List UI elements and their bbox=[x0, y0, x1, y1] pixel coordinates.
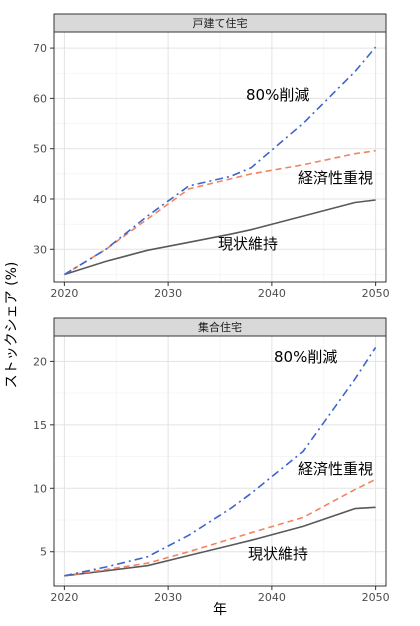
series-line bbox=[63, 46, 377, 276]
y-axis-title: ストックシェア (%) bbox=[4, 262, 20, 389]
y-tick-label: 5 bbox=[40, 546, 47, 559]
series-line bbox=[64, 506, 376, 577]
series-line bbox=[64, 199, 376, 276]
panel-border bbox=[53, 335, 387, 587]
series-label: 80%削減 bbox=[274, 348, 337, 366]
x-tick-label: 2040 bbox=[258, 287, 286, 300]
x-tick-label: 2030 bbox=[154, 287, 182, 300]
series-label: 経済性重視 bbox=[298, 169, 373, 187]
y-tick-label: 50 bbox=[33, 143, 47, 156]
x-axis-title: 年 bbox=[213, 602, 227, 618]
series-line bbox=[63, 149, 376, 276]
y-tick-label: 15 bbox=[33, 419, 47, 432]
facet-panel: 戸建て住宅 2020 2030 2040 2050 30 40 50 60 70 現状維持 経済性重視… bbox=[33, 13, 390, 300]
y-tick-label: 10 bbox=[33, 482, 47, 495]
x-tick-label: 2050 bbox=[362, 591, 390, 604]
facet-title: 戸建て住宅 bbox=[193, 16, 248, 30]
facet-panel: 集合住宅 2020 2030 2040 2050 5 10 15 20 現状維持 経済性重視 80%削… bbox=[33, 317, 390, 604]
x-tick-label: 2020 bbox=[50, 287, 78, 300]
series-line bbox=[64, 346, 377, 577]
series-label: 現状維持 bbox=[248, 545, 308, 563]
x-tick-label: 2050 bbox=[362, 287, 390, 300]
series-label: 80%削減 bbox=[246, 86, 309, 104]
facet-title: 集合住宅 bbox=[198, 320, 242, 334]
x-tick-label: 2030 bbox=[154, 591, 182, 604]
y-tick-label: 20 bbox=[33, 355, 47, 368]
x-tick-label: 2040 bbox=[258, 591, 286, 604]
y-tick-label: 30 bbox=[33, 243, 47, 256]
series-line bbox=[64, 478, 376, 577]
x-tick-label: 2020 bbox=[50, 591, 78, 604]
y-tick-label: 70 bbox=[33, 42, 47, 55]
y-tick-label: 60 bbox=[33, 92, 47, 105]
series-label: 現状維持 bbox=[218, 235, 278, 253]
y-tick-label: 40 bbox=[33, 193, 47, 206]
panel-border bbox=[53, 31, 387, 283]
series-label: 経済性重視 bbox=[298, 460, 373, 478]
